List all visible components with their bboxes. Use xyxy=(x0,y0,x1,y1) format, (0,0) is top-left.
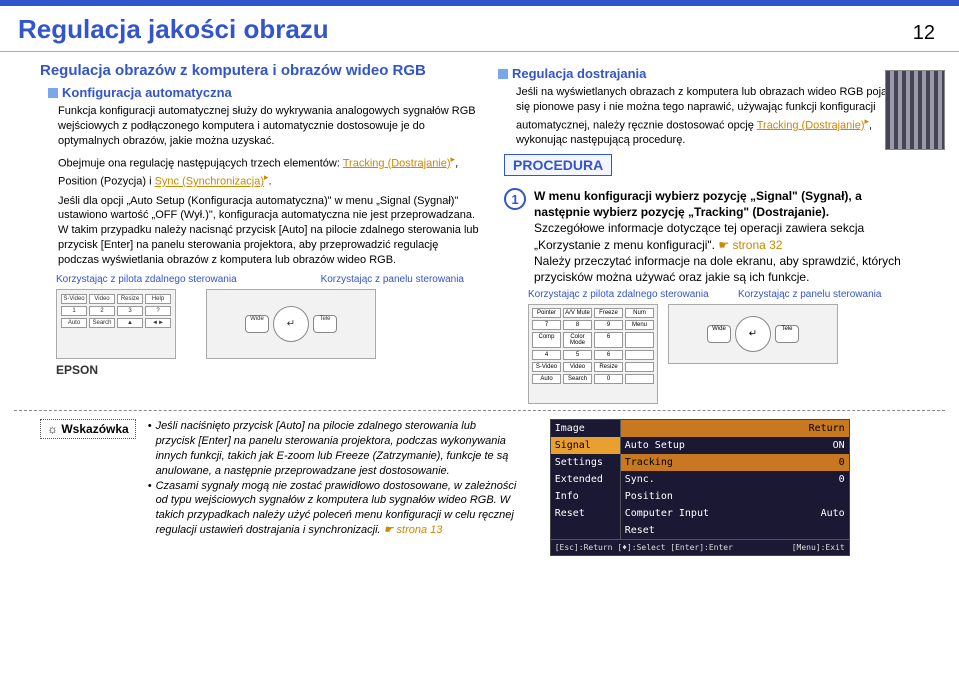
panel-illustration-2: Wide Tele xyxy=(668,304,838,364)
bullet-icon xyxy=(48,88,58,98)
link-page-13[interactable]: strona 13 xyxy=(397,524,443,536)
osd-selected-left: Signal xyxy=(551,437,621,454)
para-auto-1: Funkcja konfiguracji automatycznej służy… xyxy=(58,104,480,149)
step-1-detail: Szczegółowe informacje dotyczące tej ope… xyxy=(534,221,864,251)
pointer-icon: ☛ xyxy=(384,524,397,536)
para-auto-2: Obejmuje ona regulację następujących trz… xyxy=(58,153,480,190)
step-number: 1 xyxy=(504,188,526,210)
sub-header-text: Konfiguracja automatyczna xyxy=(62,85,232,100)
tip-item-2: Czasami sygnały mogą nie zostać prawidło… xyxy=(156,479,518,538)
remote-label: Korzystając z pilota zdalnego sterowania xyxy=(56,274,237,285)
title-bar: Regulacja jakości obrazu 12 xyxy=(0,6,959,52)
link-page-32[interactable]: strona 32 xyxy=(732,238,782,252)
step-1-note: Należy przeczytać informacje na dole ekr… xyxy=(534,254,901,284)
enter-button-icon xyxy=(273,306,309,342)
step-1-title: W menu konfiguracji wybierz pozycję „Sig… xyxy=(534,189,862,219)
link-tracking[interactable]: Tracking (Dostrajanie) xyxy=(343,157,451,169)
epson-logo: EPSON xyxy=(56,363,176,377)
adjustment-body: Jeśli na wyświetlanych obrazach z komput… xyxy=(516,85,918,148)
control-illustrations: S-Video Video Resize Help 1 2 3 ? Auto S… xyxy=(56,289,464,377)
procedure-heading: PROCEDURA xyxy=(504,154,612,176)
sub-header-auto-config: Konfiguracja automatyczna xyxy=(48,85,480,100)
sub-header-adjustment: Regulacja dostrajania xyxy=(498,66,918,81)
osd-screenshot: Image Return Signal Auto SetupON Setting… xyxy=(550,419,860,556)
control-labels-row: Korzystając z pilota zdalnego sterowania… xyxy=(56,274,464,285)
para-auto-3: Jeśli dla opcji „Auto Setup (Konfiguracj… xyxy=(58,194,480,268)
panel-label-2: Korzystając z panelu sterowania xyxy=(738,289,881,300)
tip-section: ☼ Wskazówka •Jeśli naciśnięto przycisk [… xyxy=(14,410,945,556)
section-header: Regulacja obrazów z komputera i obrazów … xyxy=(40,62,480,79)
remote-label-2: Korzystając z pilota zdalnego sterowania xyxy=(528,289,728,300)
panel-illustration: Wide Tele xyxy=(206,289,376,359)
step-1: 1 W menu konfiguracji wybierz pozycję „S… xyxy=(504,188,918,285)
tip-item-1: Jeśli naciśnięto przycisk [Auto] na pilo… xyxy=(156,419,518,478)
sub-header-text: Regulacja dostrajania xyxy=(512,66,646,81)
link-sync[interactable]: Sync (Synchronizacja) xyxy=(155,176,264,188)
pointer-icon: ☛ xyxy=(718,238,732,252)
tip-body: •Jeśli naciśnięto przycisk [Auto] na pil… xyxy=(148,419,518,556)
bullet-icon xyxy=(498,69,508,79)
right-column: Regulacja dostrajania Jeśli na wyświetla… xyxy=(498,62,918,404)
vertical-stripes-illustration xyxy=(885,70,945,150)
tip-label: ☼ Wskazówka xyxy=(40,419,136,439)
page-title: Regulacja jakości obrazu xyxy=(18,14,329,45)
enter-button-icon xyxy=(735,316,771,352)
page-number: 12 xyxy=(913,22,935,45)
osd-footer-right: [Menu]:Exit xyxy=(792,543,845,552)
remote-illustration: S-Video Video Resize Help 1 2 3 ? Auto S… xyxy=(56,289,176,377)
link-tracking-2[interactable]: Tracking (Dostrajanie) xyxy=(757,119,865,131)
osd-footer-left: [Esc]:Return [♦]:Select [Enter]:Enter xyxy=(555,543,733,552)
left-column: Regulacja obrazów z komputera i obrazów … xyxy=(40,62,480,404)
osd-selected-right: Tracking0 xyxy=(621,454,849,471)
remote-illustration-2: Pointer A/V Mute Freeze Num 7 8 9 Menu C… xyxy=(528,304,658,404)
panel-label: Korzystając z panelu sterowania xyxy=(321,274,464,285)
